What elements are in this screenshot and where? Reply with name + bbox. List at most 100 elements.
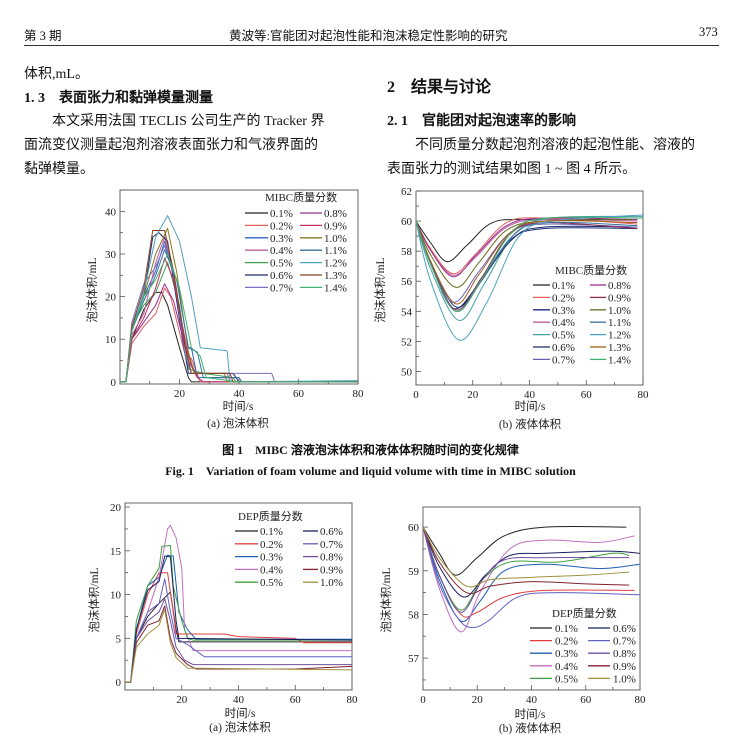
- legend-label: 0.8%: [613, 648, 636, 660]
- series-line-1.0%: [423, 526, 630, 588]
- x-axis-label: 时间/s: [225, 707, 256, 720]
- series-line-1.0%: [125, 608, 352, 683]
- legend-label: 0.1%: [270, 208, 293, 220]
- legend-label: 0.1%: [552, 280, 575, 292]
- legend-label: 0.4%: [260, 564, 283, 576]
- x-tick-label: 80: [347, 694, 359, 706]
- y-axis-label: 泡沫体积/mL: [373, 257, 387, 322]
- series-line-1.4%: [120, 253, 358, 383]
- legend-title: DEP质量分数: [238, 510, 303, 523]
- legend-label: 0.3%: [552, 305, 575, 317]
- y-tick-label: 57: [408, 653, 420, 665]
- body-text: 面流变仪测量起泡剂溶液表面张力和气液界面的: [24, 138, 318, 153]
- legend-label: 1.3%: [608, 342, 631, 354]
- legend-label: 0.6%: [552, 342, 575, 354]
- y-tick-label: 60: [408, 522, 420, 534]
- y-tick-label: 0: [116, 677, 122, 689]
- x-tick-label: 60: [580, 694, 592, 706]
- series-line-0.7%: [125, 578, 352, 683]
- legend-label: 0.5%: [270, 258, 293, 270]
- body-text: 黏弹模量。: [24, 162, 94, 177]
- series-line-1.2%: [120, 215, 358, 383]
- subfigure-caption: (a) 泡沫体积: [209, 720, 271, 734]
- series-line-0.9%: [125, 605, 352, 683]
- series-line-0.8%: [120, 283, 358, 383]
- series-group: [120, 215, 358, 383]
- running-title: 黄波等:官能团对起泡性能和泡沫稳定性影响的研究: [229, 29, 508, 43]
- y-axis-label: 泡沫体积/mL: [379, 567, 393, 632]
- legend-label: 0.8%: [324, 208, 347, 220]
- section-heading: 2 结果与讨论: [387, 79, 492, 96]
- legend-label: 0.5%: [555, 673, 578, 685]
- y-tick-label: 20: [105, 292, 117, 304]
- legend-label: 0.7%: [613, 636, 636, 648]
- legend-label: 1.1%: [608, 317, 631, 329]
- legend-label: 0.9%: [324, 220, 347, 232]
- series-line-0.2%: [423, 526, 635, 618]
- subfigure-caption: (b) 液体体积: [499, 721, 562, 735]
- legend-label: 0.6%: [320, 526, 343, 538]
- legend: MIBC质量分数 0.1%0.2%0.3%0.4%0.5%0.6%0.7% 0.8%…: [245, 191, 347, 294]
- series-line-0.9%: [120, 257, 358, 383]
- subfigure-caption: (a) 泡沫体积: [207, 416, 269, 430]
- y-tick-label: 59: [408, 566, 420, 578]
- legend-label: 0.3%: [555, 648, 578, 660]
- y-tick-label: 62: [401, 186, 412, 198]
- x-axis-label: 时间/s: [515, 708, 546, 721]
- legend-label: 1.0%: [608, 305, 631, 317]
- y-tick-label: 20: [110, 502, 122, 514]
- legend-label: 1.1%: [324, 245, 347, 257]
- legend: DEP质量分数 0.1%0.2%0.3%0.4%0.5% 0.6%0.7%0.8%0…: [530, 607, 636, 685]
- series-line-1.4%: [416, 216, 643, 312]
- y-tick-label: 60: [401, 216, 413, 228]
- legend-label: 0.7%: [320, 539, 343, 551]
- x-tick-label: 80: [635, 694, 647, 706]
- series-line-1.0%: [416, 219, 632, 288]
- legend-label: 0.9%: [608, 292, 631, 304]
- y-tick-label: 30: [105, 249, 117, 261]
- y-tick-label: 10: [110, 590, 122, 602]
- series-line-0.9%: [423, 526, 630, 595]
- legend: MIBC质量分数 0.1%0.2%0.3%0.4%0.5%0.6%0.7% 0.8%…: [533, 264, 631, 366]
- x-tick-label: 40: [526, 694, 538, 706]
- legend-label: 0.4%: [555, 661, 578, 673]
- x-tick-label: 60: [581, 389, 593, 401]
- figure-caption-cn: 图 1 MIBC 溶液泡沫体积和液体体积随时间的变化规律: [222, 443, 519, 457]
- series-line-0.2%: [120, 287, 358, 383]
- y-axis-label: 泡沫体积/mL: [87, 567, 101, 632]
- x-tick-label: 40: [234, 388, 246, 400]
- legend-label: 1.4%: [324, 282, 347, 294]
- x-tick-label: 0: [420, 694, 426, 706]
- x-tick-label: 60: [293, 388, 305, 400]
- x-tick-label: 40: [524, 389, 536, 401]
- legend-title: MIBC质量分数: [265, 191, 337, 204]
- chart-3: 20 40 60 80 0 5 10 15 20 时间/s(a) 泡沫体积 泡沫体积/mL DEP质量…: [87, 502, 358, 734]
- series-line-0.3%: [423, 526, 640, 623]
- legend-label: 0.6%: [270, 270, 293, 282]
- legend-label: 0.4%: [270, 245, 293, 257]
- y-axis-label: 泡沫体积/mL: [85, 257, 99, 322]
- y-tick-label: 52: [401, 336, 412, 348]
- legend-label: 0.3%: [270, 233, 293, 245]
- y-tick-label: 40: [105, 206, 117, 218]
- legend-label: 0.1%: [260, 526, 283, 538]
- legend-label: 0.3%: [260, 552, 283, 564]
- legend-label: 0.9%: [320, 564, 343, 576]
- y-tick-label: 15: [110, 546, 122, 558]
- legend-title: MIBC质量分数: [555, 264, 627, 277]
- legend: DEP质量分数 0.1%0.2%0.3%0.4%0.5% 0.6%0.7%0.8%0…: [235, 510, 343, 589]
- x-tick-label: 40: [233, 694, 245, 706]
- legend-label: 0.2%: [270, 220, 293, 232]
- series-line-0.2%: [125, 572, 352, 683]
- y-tick-label: 5: [116, 633, 122, 645]
- series-line-0.5%: [125, 545, 352, 683]
- legend-label: 0.7%: [270, 282, 293, 294]
- legend-label: 0.2%: [555, 636, 578, 648]
- legend-label: 0.4%: [552, 317, 575, 329]
- x-tick-label: 20: [176, 694, 188, 706]
- x-tick-label: 20: [467, 389, 479, 401]
- body-text: 本文采用法国 TECLIS 公司生产的 Tracker 界: [24, 114, 325, 129]
- x-axis-label: 时间/s: [515, 400, 546, 413]
